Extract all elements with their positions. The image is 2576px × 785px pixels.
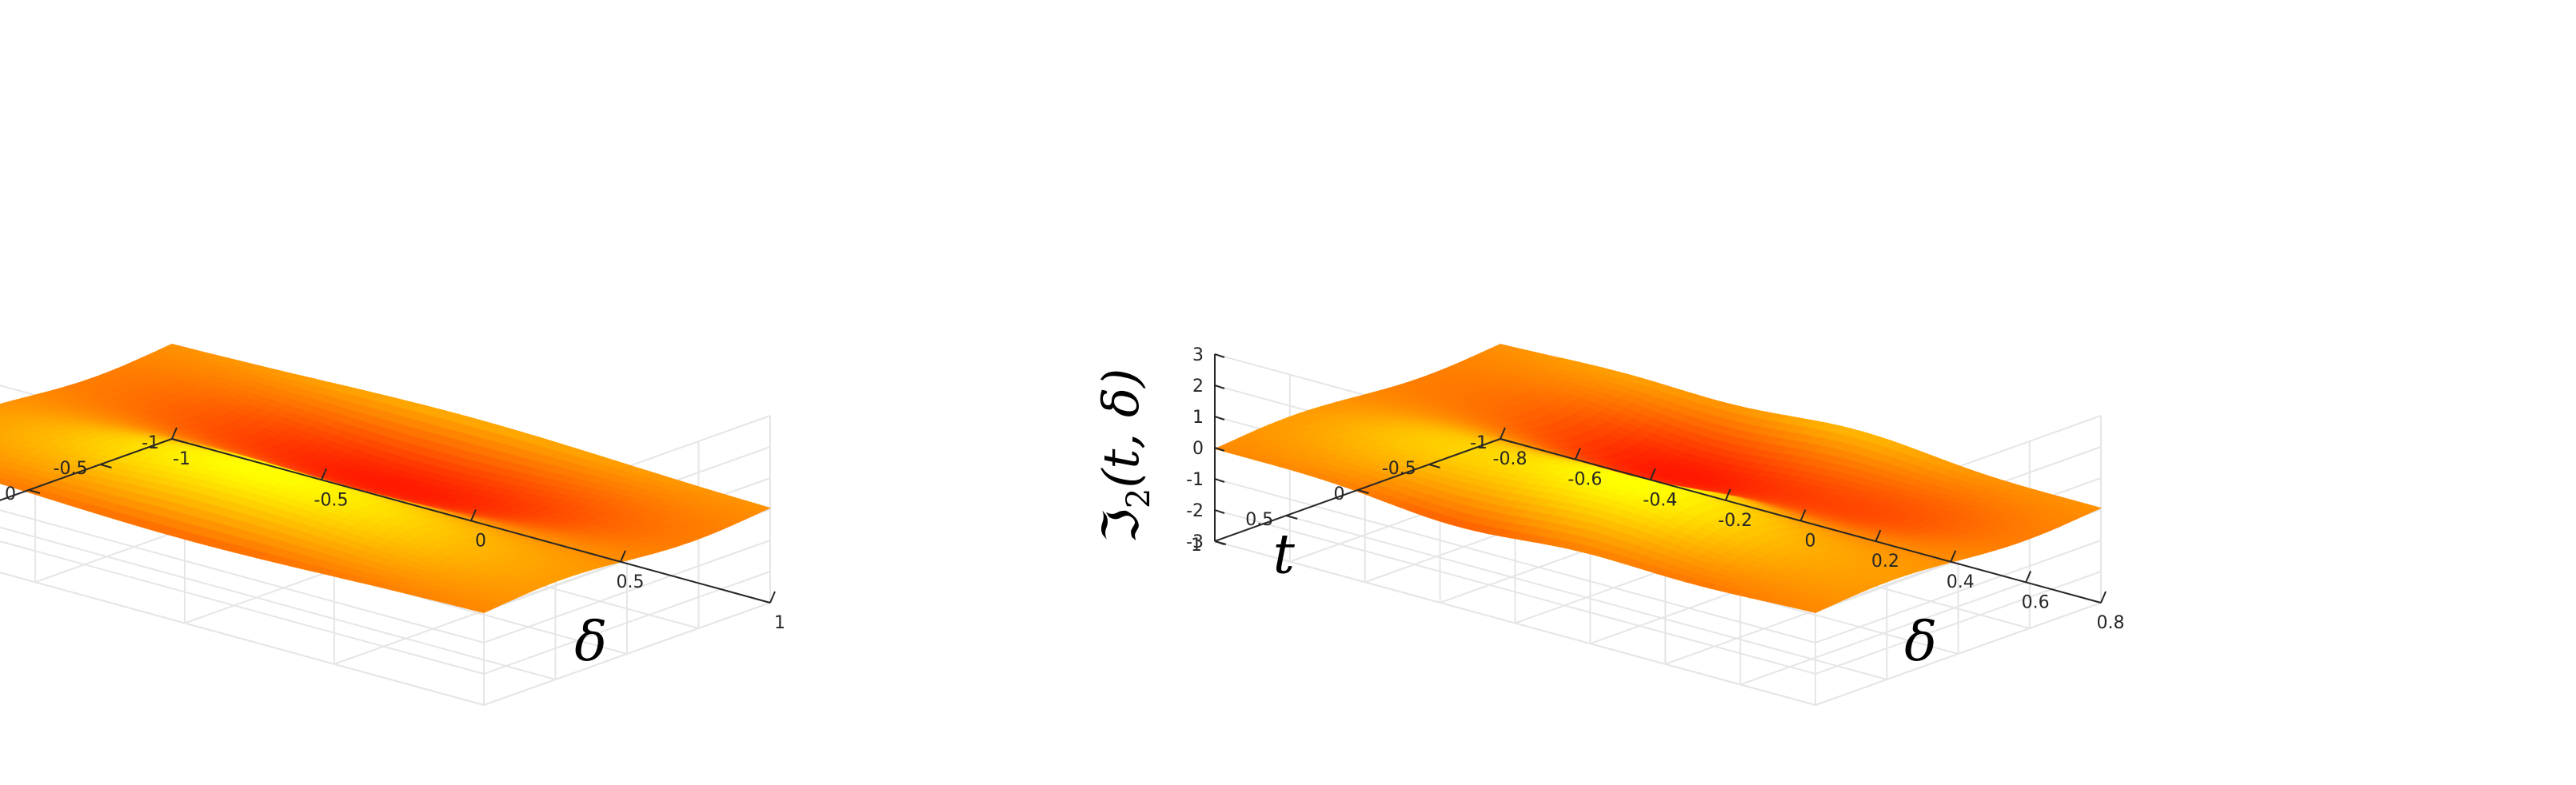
y-tick-label: 0.5: [1245, 510, 1273, 530]
surface-panel-1: -1-0.500.51-1-0.500.51-3-2-10123δtℑ1(t, …: [0, 343, 785, 707]
y-tick-label: -1: [142, 433, 159, 453]
z-tick-label: 2: [1192, 377, 1204, 396]
x-tick-label: -0.5: [314, 490, 349, 510]
svg-text:ℑ2(t, δ): ℑ2(t, δ): [1092, 369, 1157, 544]
y-tick-label: -0.5: [1382, 459, 1416, 479]
z-tick-label: 3: [1192, 345, 1204, 365]
y-tick-label: -1: [1470, 433, 1488, 453]
x-axis-label: δ: [1904, 611, 1937, 674]
x-tick-label: -0.6: [1568, 470, 1602, 490]
surface-mesh: [0, 343, 772, 614]
x-tick-label: -0.4: [1643, 490, 1677, 510]
x-tick-label: 0: [475, 532, 486, 552]
y-axis-label: t: [1273, 524, 1296, 587]
z-tick-label: -2: [1186, 501, 1204, 521]
z-axis-label: ℑ2(t, δ): [1092, 369, 1157, 544]
z-tick-label: 0: [1192, 439, 1204, 459]
x-tick-label: 0.4: [1947, 572, 1975, 592]
y-tick-label: -0.5: [54, 459, 88, 479]
y-tick-label: 0: [5, 484, 16, 504]
x-tick-label: 0.5: [617, 572, 645, 592]
z-tick-label: 1: [1192, 408, 1204, 428]
x-tick-label: 0.2: [1871, 552, 1899, 572]
x-tick-label: 0.6: [2022, 592, 2050, 612]
x-tick-label: -0.2: [1718, 511, 1752, 531]
z-tick-label: -3: [1186, 532, 1204, 552]
x-tick-label: -0.8: [1493, 449, 1528, 469]
x-tick-label: -1: [173, 449, 190, 469]
y-tick-label: 1: [1191, 536, 1202, 556]
surface-panel-2: -0.8 -0.6 -0.4 -0.2 0 0.2 0.4 0.6 0.8 -1 -0.5 0 0.5 1…: [1092, 344, 2125, 707]
x-axis-label: δ: [574, 611, 607, 674]
z-tick-label: -1: [1186, 470, 1204, 490]
x-tick-label: 1: [774, 613, 785, 633]
tick-labels: -0.8 -0.6 -0.4 -0.2 0 0.2 0.4 0.6 0.8 -1 -0.5 0 0.5 1…: [1186, 345, 2124, 633]
x-tick-label: 0.8: [2097, 613, 2125, 633]
y-tick-label: 0: [1334, 484, 1345, 504]
x-tick-label: 0: [1805, 532, 1816, 552]
surface-mesh: [1213, 344, 2103, 613]
